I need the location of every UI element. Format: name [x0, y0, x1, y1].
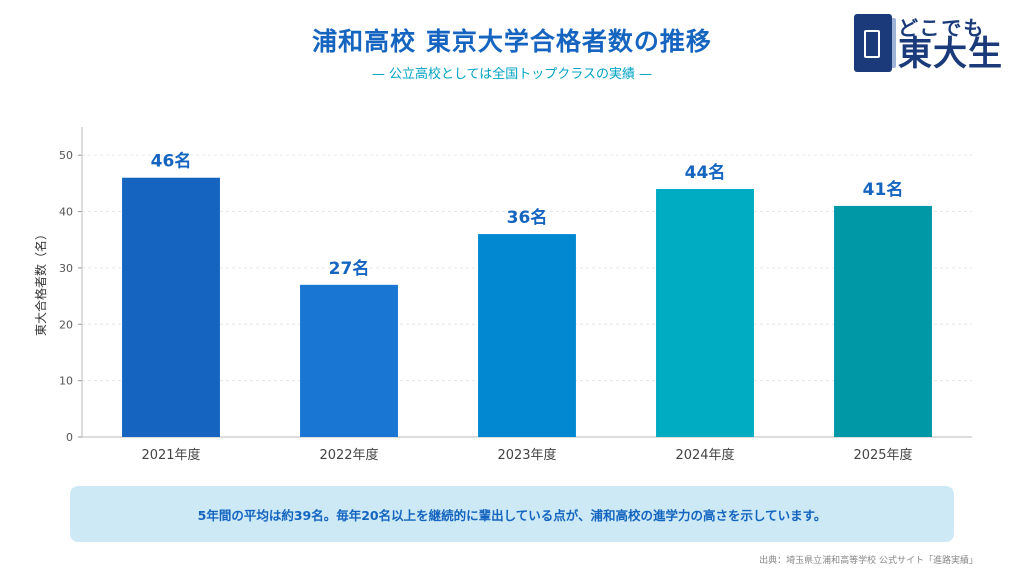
bar-chart: 0 10 20 30 40 50 東大合格者数（名） 46名 2021年度 27名 2022年度 36… — [33, 127, 972, 463]
data-label: 27名 — [329, 258, 370, 279]
y-tick-label: 10 — [59, 375, 73, 388]
bar — [122, 177, 220, 437]
y-axis-label: 東大合格者数（名） — [33, 228, 48, 336]
bar — [478, 234, 576, 437]
logo-text-line1: どこでも — [898, 16, 986, 40]
bar — [300, 284, 398, 437]
data-label: 41名 — [863, 179, 904, 200]
page-title: 浦和高校 東京大学合格者数の推移 — [312, 27, 712, 56]
y-tick-label: 20 — [59, 318, 73, 331]
y-tick-label: 0 — [66, 431, 73, 444]
brand-logo: どこでも 東大生 — [852, 10, 1014, 74]
x-tick-label: 2023年度 — [497, 447, 556, 463]
y-tick-label: 50 — [59, 149, 73, 162]
source-citation: 出典：埼玉県立浦和高等学校 公式サイト「進路実績」 — [759, 556, 978, 566]
bar — [656, 189, 754, 437]
data-label: 46名 — [151, 151, 192, 172]
x-tick-label: 2021年度 — [141, 447, 200, 463]
x-tick-label: 2022年度 — [319, 447, 378, 463]
x-tick-label: 2025年度 — [853, 447, 912, 463]
book-door-icon — [854, 14, 896, 72]
data-label: 36名 — [507, 207, 548, 228]
x-tick-label: 2024年度 — [675, 447, 734, 463]
y-tick-label: 40 — [59, 206, 73, 219]
page-subtitle: — 公立高校としては全国トップクラスの実績 — — [371, 67, 653, 82]
y-tick-label: 30 — [59, 262, 73, 275]
data-label: 44名 — [685, 162, 726, 183]
bar — [834, 205, 932, 437]
summary-note: 5年間の平均は約39名。毎年20名以上を継続的に輩出している点が、浦和高校の進学… — [70, 486, 954, 542]
logo-text-line2: 東大生 — [898, 34, 1003, 74]
